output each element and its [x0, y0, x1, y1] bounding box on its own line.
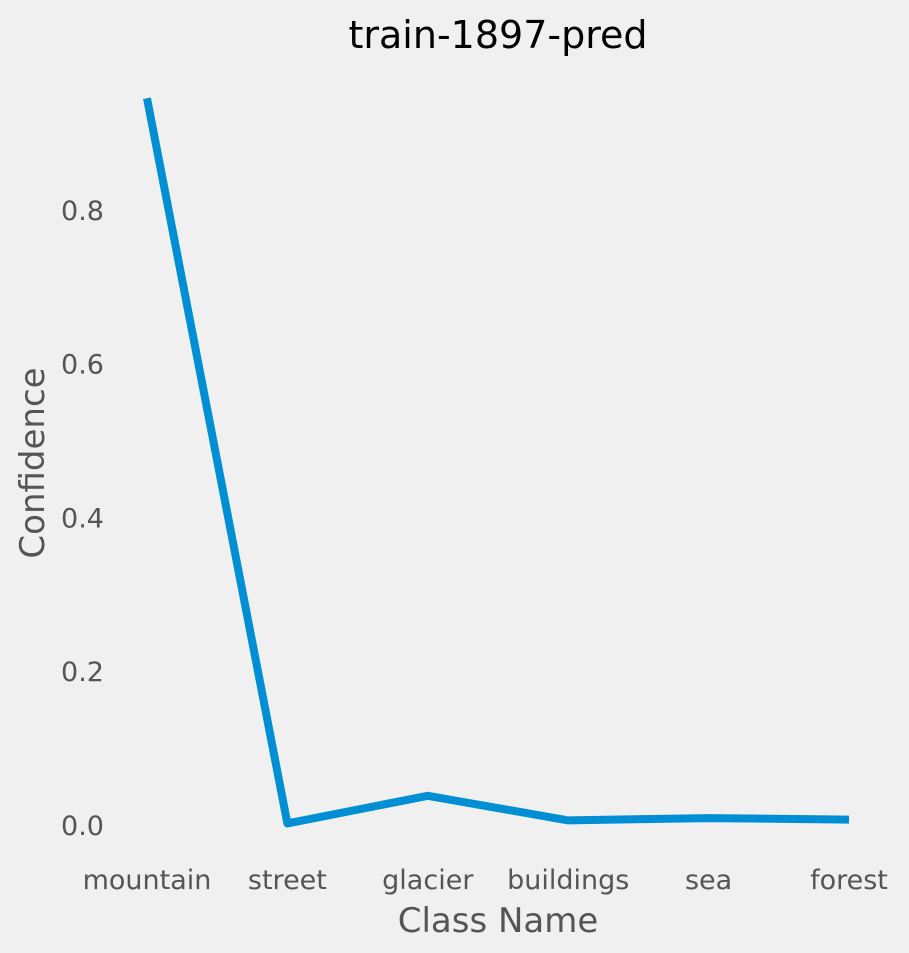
chart-title: train-1897-pred	[349, 13, 648, 57]
x-axis-label: Class Name	[398, 901, 599, 941]
y-tick-label: 0.2	[61, 657, 104, 688]
y-tick-labels: 0.0 0.2 0.4 0.6 0.8	[61, 196, 104, 842]
series-group	[143, 97, 850, 828]
x-tick-label: forest	[810, 865, 888, 896]
y-tick-label: 0.4	[61, 503, 104, 534]
y-tick-label: 0.0	[61, 811, 104, 842]
x-tick-labels: mountain street glacier buildings sea forest	[83, 865, 888, 896]
y-tick-label: 0.6	[61, 350, 104, 381]
x-tick-label: buildings	[507, 865, 629, 896]
x-tick-label: glacier	[382, 865, 474, 896]
y-tick-label: 0.8	[61, 196, 104, 227]
x-tick-label: street	[248, 865, 327, 896]
x-tick-label: sea	[685, 865, 732, 896]
x-tick-label: mountain	[83, 865, 212, 896]
y-axis-label: Confidence	[13, 367, 53, 558]
series-line	[143, 97, 850, 828]
